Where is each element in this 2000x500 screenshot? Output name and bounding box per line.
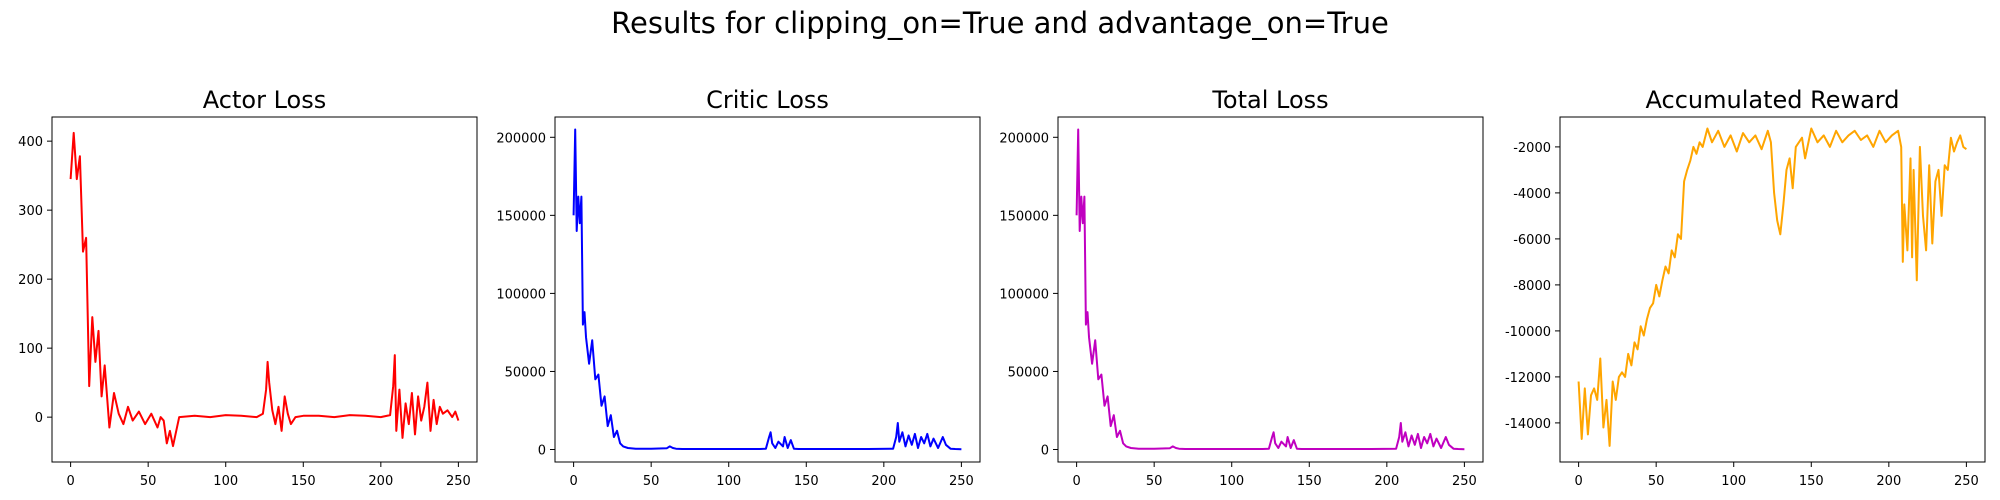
y-tick-label: -10000 [1505,325,1551,340]
plot-frame [554,116,981,463]
y-tick-label: 0 [1041,444,1049,459]
y-tick-label: 50000 [505,365,546,380]
plot-frame [51,116,478,463]
y-tick-label: 100 [18,342,43,357]
series-line [572,128,962,451]
y-tick-label: 200 [18,273,43,288]
y-tick-label: -14000 [1505,417,1551,432]
x-tick-label: 150 [1297,474,1322,489]
y-tick-label: -8000 [1513,279,1551,294]
chart-panel-2: Critic Loss 0 50 100 150 200 250 0 50000 100000 15… [496,86,981,489]
y-tick-label: 100000 [999,287,1049,302]
y-tick-label: 0 [35,411,43,426]
x-tick-label: 100 [213,474,238,489]
y-tick-label: 150000 [999,209,1049,224]
y-tick-label: -4000 [1513,187,1551,202]
x-tick-label: 200 [368,474,393,489]
x-tick-label: 150 [794,474,819,489]
x-tick-label: 200 [1876,474,1901,489]
chart-title: Accumulated Reward [1646,86,1900,114]
x-tick-label: 100 [1721,474,1746,489]
chart-title: Actor Loss [203,86,326,114]
y-tick-label: 200000 [999,131,1049,146]
x-tick-label: 100 [1219,474,1244,489]
x-tick-label: 150 [1799,474,1824,489]
y-tick-label: -2000 [1513,141,1551,156]
series-line [1577,127,1967,447]
y-tick-label: -6000 [1513,233,1551,248]
x-tick-label: 50 [140,474,157,489]
x-tick-label: 50 [1146,474,1163,489]
y-tick-label: 300 [18,204,43,219]
chart-title: Critic Loss [706,86,829,114]
chart-panel-4: Accumulated Reward 0 50 100 150 200 250 -14000 -… [1505,86,1986,489]
series-line [1075,128,1465,451]
x-tick-label: 250 [1452,474,1477,489]
chart-title: Total Loss [1211,86,1328,114]
y-tick-label: 50000 [1008,365,1049,380]
x-tick-label: 250 [1954,474,1979,489]
x-tick-label: 0 [1072,474,1080,489]
x-tick-label: 200 [871,474,896,489]
x-tick-label: 100 [716,474,741,489]
y-tick-label: 200000 [496,131,546,146]
x-tick-label: 50 [643,474,660,489]
chart-panel-1: Actor Loss 0 50 100 150 200 250 0 100 200 300 400 [18,86,478,489]
x-tick-label: 0 [66,474,74,489]
x-tick-label: 0 [1574,474,1582,489]
y-tick-label: 150000 [496,209,546,224]
x-tick-label: 0 [569,474,577,489]
plot-frame [1057,116,1484,463]
y-tick-label: 400 [18,135,43,150]
chart-panel-3: Total Loss 0 50 100 150 200 250 0 50000 100000 150… [999,86,1484,489]
x-tick-label: 200 [1374,474,1399,489]
x-tick-label: 250 [446,474,471,489]
x-tick-label: 50 [1648,474,1665,489]
x-tick-label: 250 [949,474,974,489]
y-tick-label: -12000 [1505,371,1551,386]
plot-frame [1559,116,1986,463]
y-tick-label: 100000 [496,287,546,302]
y-tick-label: 0 [538,444,546,459]
figure-title: Results for clipping_on=True and advanta… [611,6,1389,40]
x-tick-label: 150 [291,474,316,489]
series-line [69,131,460,448]
